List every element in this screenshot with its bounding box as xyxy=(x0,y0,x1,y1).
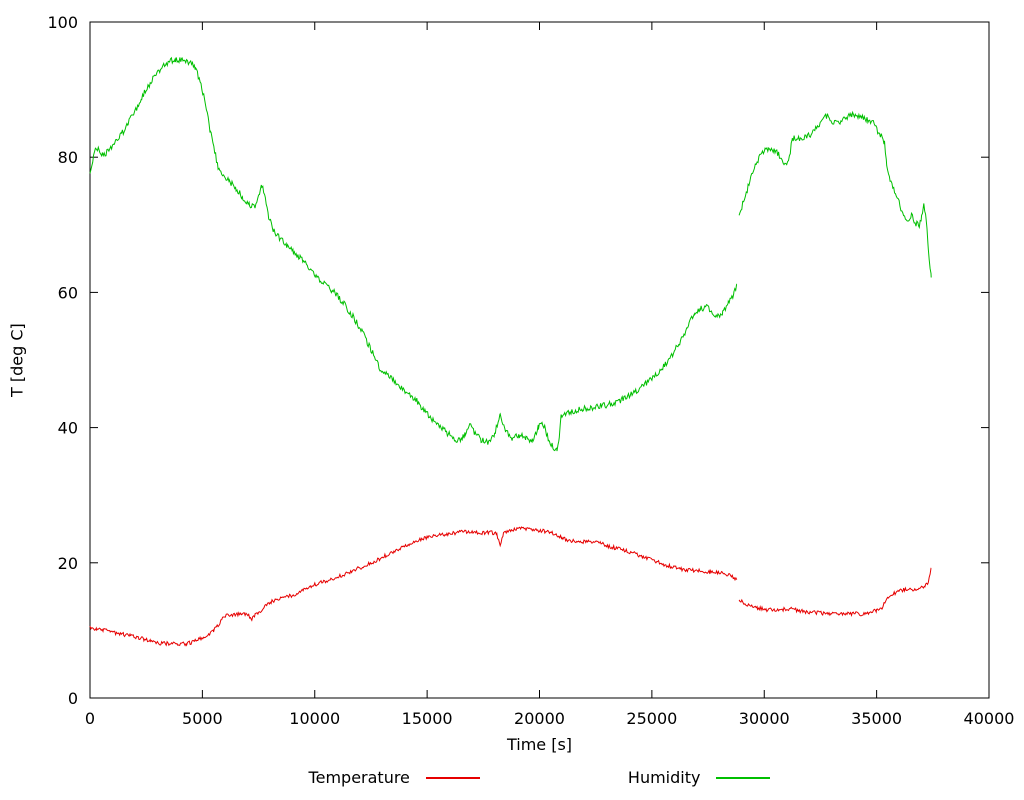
humidity-line-segment-0 xyxy=(89,56,738,452)
y-tick-label: 40 xyxy=(58,419,78,438)
y-tick-label: 80 xyxy=(58,148,78,167)
x-tick-label: 0 xyxy=(85,709,95,728)
x-tick-label: 5000 xyxy=(182,709,223,728)
x-tick-label: 35000 xyxy=(851,709,902,728)
x-tick-label: 30000 xyxy=(739,709,790,728)
y-axis-title: T [deg C] xyxy=(7,323,27,397)
x-axis-title: Time [s] xyxy=(506,735,573,754)
plot-border xyxy=(89,21,990,699)
humidity-line-sample xyxy=(716,777,771,779)
y-tick-label: 20 xyxy=(58,554,78,573)
y-tick-label: 60 xyxy=(58,283,78,302)
x-tick-label: 20000 xyxy=(514,709,565,728)
x-tick-label: 40000 xyxy=(964,709,1015,728)
temperature-line-segment-1 xyxy=(738,567,932,618)
temperature-line-segment-0 xyxy=(89,526,738,647)
x-tick-label: 15000 xyxy=(402,709,453,728)
legend-label-humidity: Humidity xyxy=(627,768,701,787)
legend-entry-temperature: Temperature xyxy=(309,769,480,787)
legend-entry-humidity: Humidity xyxy=(628,769,771,787)
humidity-line-segment-1 xyxy=(738,110,932,278)
temperature-line-sample xyxy=(425,777,480,779)
x-tick-label: 25000 xyxy=(626,709,677,728)
legend-label-temperature: Temperature xyxy=(308,768,410,787)
y-tick-label: 0 xyxy=(68,689,78,708)
x-tick-label: 10000 xyxy=(289,709,340,728)
legend: Temperature Humidity xyxy=(90,769,989,787)
y-tick-label: 100 xyxy=(47,13,78,32)
